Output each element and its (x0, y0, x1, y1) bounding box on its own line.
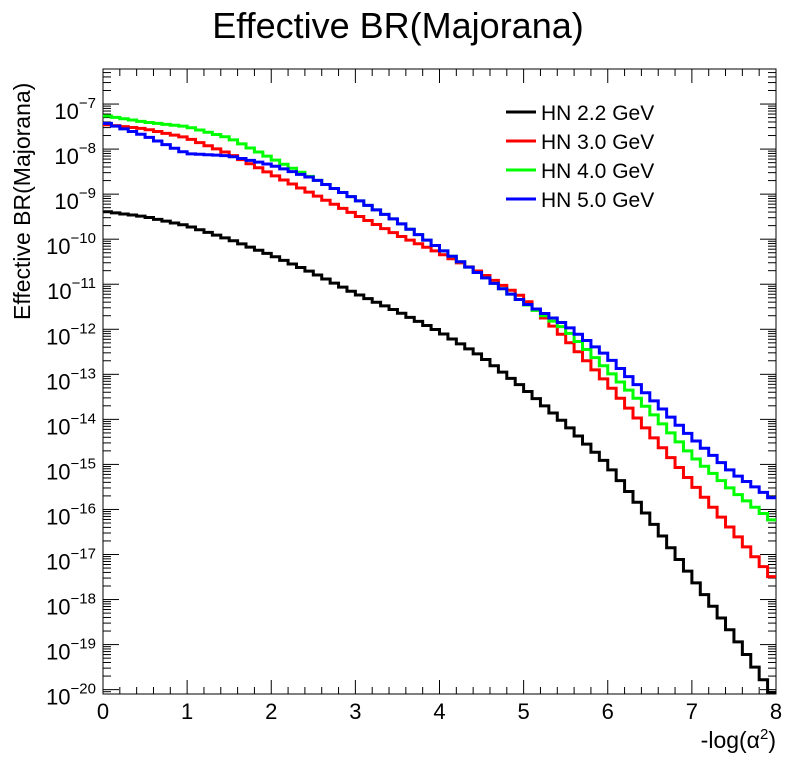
x-tick-label: 0 (97, 699, 109, 724)
legend-label: HN 4.0 GeV (541, 160, 654, 183)
y-tick-label: 10−14 (46, 410, 96, 439)
y-tick-label: 10−20 (46, 681, 96, 710)
legend-label: HN 2.2 GeV (541, 102, 654, 125)
x-tick-label: 8 (770, 699, 782, 724)
plot-frame (102, 68, 777, 695)
y-tick-label: 10−9 (54, 185, 96, 214)
x-tick-label: 3 (349, 699, 361, 724)
x-axis-label: -log(α2) (701, 726, 776, 753)
x-tick-label: 4 (433, 699, 445, 724)
y-tick-label: 10−13 (46, 365, 96, 394)
y-tick-label: 10−18 (46, 591, 96, 620)
legend-label: HN 5.0 GeV (541, 189, 654, 212)
y-tick-label: 10−10 (46, 230, 96, 259)
y-tick-label: 10−15 (46, 455, 96, 484)
x-tick-labels: 0 1 2 3 4 5 6 7 8 (97, 699, 782, 724)
y-axis-label: Effective BR(Majorana) (9, 83, 35, 320)
y-tick-label: 10−19 (46, 636, 96, 665)
series-lines (103, 114, 776, 694)
y-tick-label: 10−12 (46, 320, 96, 349)
chart-title: Effective BR(Majorana) (212, 5, 583, 46)
series-line-1 (103, 210, 776, 694)
series-line-2 (103, 123, 776, 579)
y-tick-label: 10−7 (54, 95, 96, 124)
x-tick-label: 6 (602, 699, 614, 724)
y-tick-label: 10−8 (54, 140, 96, 169)
y-tick-labels: 10−7 10−8 10−9 10−10 10−11 10−12 10−13 10−14 10−… (46, 95, 96, 710)
x-tick-label: 5 (518, 699, 530, 724)
x-tick-label: 7 (686, 699, 698, 724)
series-line-4 (103, 121, 776, 500)
x-tick-label: 1 (181, 699, 193, 724)
legend-label: HN 3.0 GeV (541, 131, 654, 154)
y-tick-label: 10−11 (47, 275, 96, 304)
axis-ticks (102, 68, 777, 695)
legend: HN 2.2 GeV HN 3.0 GeV HN 4.0 GeV HN 5.0 GeV (506, 102, 654, 212)
x-tick-label: 2 (265, 699, 277, 724)
y-tick-label: 10−16 (46, 500, 96, 529)
y-tick-label: 10−17 (46, 546, 96, 575)
